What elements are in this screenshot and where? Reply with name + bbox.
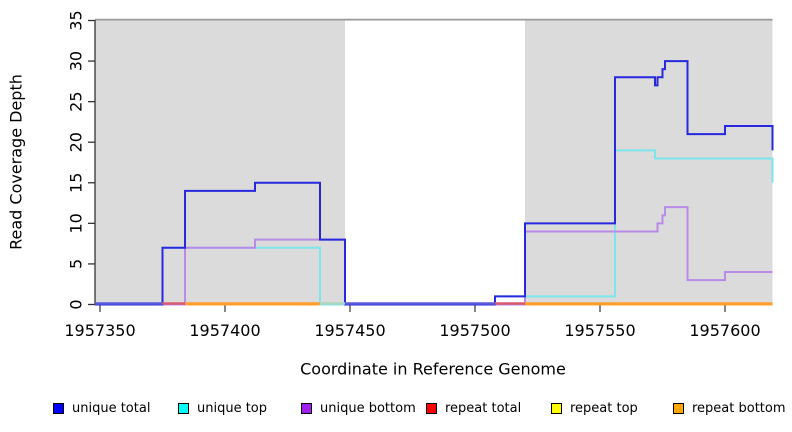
repeat-top-swatch-icon: [551, 402, 562, 414]
legend-item-repeat-bottom: repeat bottom: [673, 398, 786, 418]
legend-label: repeat bottom: [692, 400, 786, 416]
x-axis-title: Coordinate in Reference Genome: [300, 359, 566, 379]
svg-text:20: 20: [67, 132, 86, 152]
unique-total-swatch-icon: [53, 402, 64, 414]
legend-item-repeat-top: repeat top: [551, 398, 638, 418]
legend-label: unique top: [197, 400, 268, 416]
legend-label: unique bottom: [320, 400, 416, 416]
svg-text:5: 5: [67, 259, 86, 269]
repeat-bottom-swatch-icon: [673, 402, 684, 414]
svg-text:0: 0: [67, 299, 86, 309]
legend-label: repeat total: [445, 400, 522, 416]
unique-top-swatch-icon: [178, 402, 189, 414]
svg-text:1957450: 1957450: [314, 321, 385, 340]
svg-text:25: 25: [67, 91, 86, 111]
svg-text:30: 30: [67, 51, 86, 71]
svg-text:1957550: 1957550: [564, 321, 635, 340]
svg-text:1957600: 1957600: [689, 321, 760, 340]
repeat-total-swatch-icon: [426, 402, 437, 414]
legend-item-unique-total: unique total: [53, 398, 150, 418]
legend-item-unique-top: unique top: [178, 398, 267, 418]
legend-label: repeat top: [570, 400, 638, 416]
svg-text:15: 15: [67, 173, 86, 193]
unique-bottom-swatch-icon: [301, 402, 312, 414]
legend: unique total unique top unique bottom re…: [0, 398, 792, 420]
legend-item-unique-bottom: unique bottom: [301, 398, 416, 418]
y-axis-title: Read Coverage Depth: [6, 74, 26, 250]
legend-item-repeat-total: repeat total: [426, 398, 521, 418]
svg-text:1957350: 1957350: [64, 321, 135, 340]
svg-text:1957400: 1957400: [189, 321, 260, 340]
legend-label: unique total: [72, 400, 151, 416]
plot-area: 0 5 10 15 20 25 30 35 1957350 1957400 1957450 19575…: [64, 10, 774, 340]
svg-text:35: 35: [67, 10, 86, 30]
svg-text:1957500: 1957500: [439, 321, 510, 340]
svg-text:10: 10: [67, 213, 86, 233]
